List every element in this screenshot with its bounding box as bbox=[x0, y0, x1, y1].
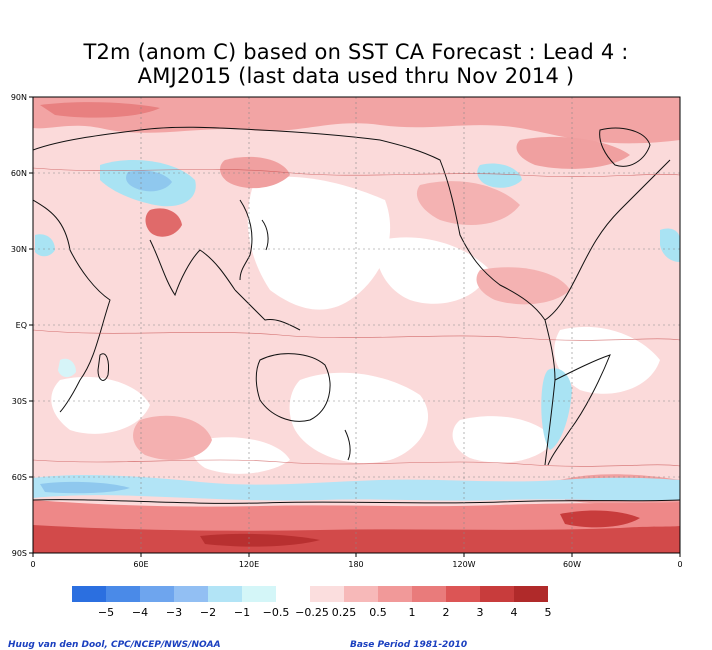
neutral-region-south-atlantic bbox=[51, 376, 150, 434]
antarctic-hottest-patch bbox=[200, 533, 320, 547]
hot-patch-central-asia bbox=[145, 208, 182, 237]
antarctica-coast bbox=[33, 499, 680, 504]
lon-labels: 0 60E 120E 180 120W 60W 0 bbox=[30, 560, 682, 569]
hot-patch-arctic bbox=[40, 102, 160, 118]
legend-box-5 bbox=[208, 586, 242, 602]
lon-label-0-left: 0 bbox=[30, 560, 35, 569]
lat-label-90s: 90S bbox=[12, 549, 27, 558]
cold-anomaly-south-atlantic bbox=[58, 358, 76, 378]
legend-box-1 bbox=[72, 586, 106, 602]
se-asia-coast bbox=[234, 289, 301, 331]
graticule bbox=[33, 97, 680, 553]
legend-labels: −5 −4 −3 −2 −1 −0.5 −0.25 0.25 0.5 1 2 3… bbox=[98, 606, 552, 619]
warm-patch-indian bbox=[133, 415, 212, 460]
lat-label-90n: 90N bbox=[11, 93, 27, 102]
madagascar-coast bbox=[97, 353, 109, 381]
neutral-region-indian-south bbox=[193, 437, 290, 474]
antarctic-hot-patch-east bbox=[560, 510, 640, 528]
chart-title-line-2: AMJ2015 (last data used thru Nov 2014 ) bbox=[137, 64, 575, 88]
neutral-region-pacific-north bbox=[247, 176, 391, 310]
legend-color-bar bbox=[72, 586, 548, 602]
lon-label-120w: 120W bbox=[452, 560, 475, 569]
africa-coast bbox=[33, 199, 111, 413]
legend-label-13: 4 bbox=[511, 606, 518, 619]
eurasia-north-coast bbox=[33, 126, 381, 151]
cold-anomaly-atlantic-east bbox=[660, 228, 680, 262]
lat-label-30s: 30S bbox=[12, 397, 27, 406]
base-period-text: Base Period 1981-2010 bbox=[350, 640, 468, 650]
north-america-west-coast bbox=[379, 139, 546, 321]
legend-label-4: −2 bbox=[200, 606, 216, 619]
neutral-region-pacific-south bbox=[289, 372, 429, 464]
neutral-region-pacific-southeast bbox=[452, 416, 555, 463]
legend-box-9 bbox=[344, 586, 378, 602]
warm-patch-mexico bbox=[476, 267, 570, 305]
lon-label-0-right: 0 bbox=[677, 560, 682, 569]
legend-box-8 bbox=[310, 586, 344, 602]
south-america-coast bbox=[544, 319, 611, 466]
new-zealand-coast bbox=[344, 429, 351, 461]
legend-label-5: −1 bbox=[234, 606, 250, 619]
tick-marks bbox=[29, 96, 681, 557]
lon-label-60w: 60W bbox=[563, 560, 581, 569]
lat-labels: 90N 60N 30N EQ 30S 60S 90S bbox=[11, 93, 27, 558]
legend-box-10 bbox=[378, 586, 412, 602]
legend-box-3 bbox=[140, 586, 174, 602]
cold-anomaly-russia-core bbox=[126, 170, 172, 192]
anomaly-field bbox=[33, 97, 680, 553]
lat-label-60n: 60N bbox=[11, 169, 27, 178]
south-asia-coast bbox=[149, 239, 236, 297]
lon-label-120e: 120E bbox=[239, 560, 259, 569]
cold-anomaly-hudson bbox=[477, 163, 522, 188]
legend-label-1: −5 bbox=[98, 606, 114, 619]
lat-label-30n: 30N bbox=[11, 245, 27, 254]
contour-lines bbox=[33, 167, 680, 467]
contour-line-3 bbox=[33, 459, 680, 467]
warm-patch-north-america bbox=[416, 181, 520, 225]
greenland-coast bbox=[599, 127, 651, 167]
legend-box-12 bbox=[446, 586, 480, 602]
legend-box-11 bbox=[412, 586, 446, 602]
lat-label-eq: EQ bbox=[16, 321, 27, 330]
lon-label-180: 180 bbox=[348, 560, 363, 569]
north-america-east-coast bbox=[544, 159, 671, 321]
legend-label-9: 0.5 bbox=[369, 606, 387, 619]
warm-patch-siberia bbox=[220, 156, 290, 189]
legend-box-7 bbox=[276, 586, 310, 602]
legend-label-6: −0.5 bbox=[263, 606, 290, 619]
cold-anomaly-southern-ocean-core bbox=[40, 481, 130, 494]
coastlines bbox=[33, 126, 680, 504]
legend-label-3: −3 bbox=[166, 606, 182, 619]
legend-label-11: 2 bbox=[443, 606, 450, 619]
lat-label-60s: 60S bbox=[12, 473, 27, 482]
legend-label-14: 5 bbox=[545, 606, 552, 619]
legend-label-2: −4 bbox=[132, 606, 148, 619]
cold-anomaly-atlantic-west bbox=[35, 234, 55, 257]
credit-text: Huug van den Dool, CPC/NCEP/NWS/NOAA bbox=[8, 640, 221, 650]
legend-label-7: −0.25 bbox=[295, 606, 329, 619]
contour-line-2 bbox=[33, 329, 680, 341]
legend-label-10: 1 bbox=[409, 606, 416, 619]
legend-box-2 bbox=[106, 586, 140, 602]
neutral-region-south-america-east bbox=[554, 326, 660, 394]
legend-box-14 bbox=[514, 586, 548, 602]
australia-coast bbox=[255, 353, 331, 422]
legend-box-6 bbox=[242, 586, 276, 602]
lon-label-60e: 60E bbox=[133, 560, 148, 569]
legend-box-13 bbox=[480, 586, 514, 602]
chart-title-line-1: T2m (anom C) based on SST CA Forecast : … bbox=[83, 40, 629, 64]
legend-label-8: 0.25 bbox=[332, 606, 357, 619]
neutral-region-east-pacific bbox=[376, 237, 490, 304]
antarctic-hot-band bbox=[33, 525, 680, 553]
japan-coast bbox=[261, 219, 269, 251]
contour-line-1 bbox=[33, 167, 680, 177]
legend-label-12: 3 bbox=[477, 606, 484, 619]
legend-box-4 bbox=[174, 586, 208, 602]
arctic-warm-band bbox=[33, 97, 680, 144]
east-asia-coast bbox=[239, 199, 253, 281]
cold-anomaly-southern-ocean bbox=[33, 475, 680, 501]
